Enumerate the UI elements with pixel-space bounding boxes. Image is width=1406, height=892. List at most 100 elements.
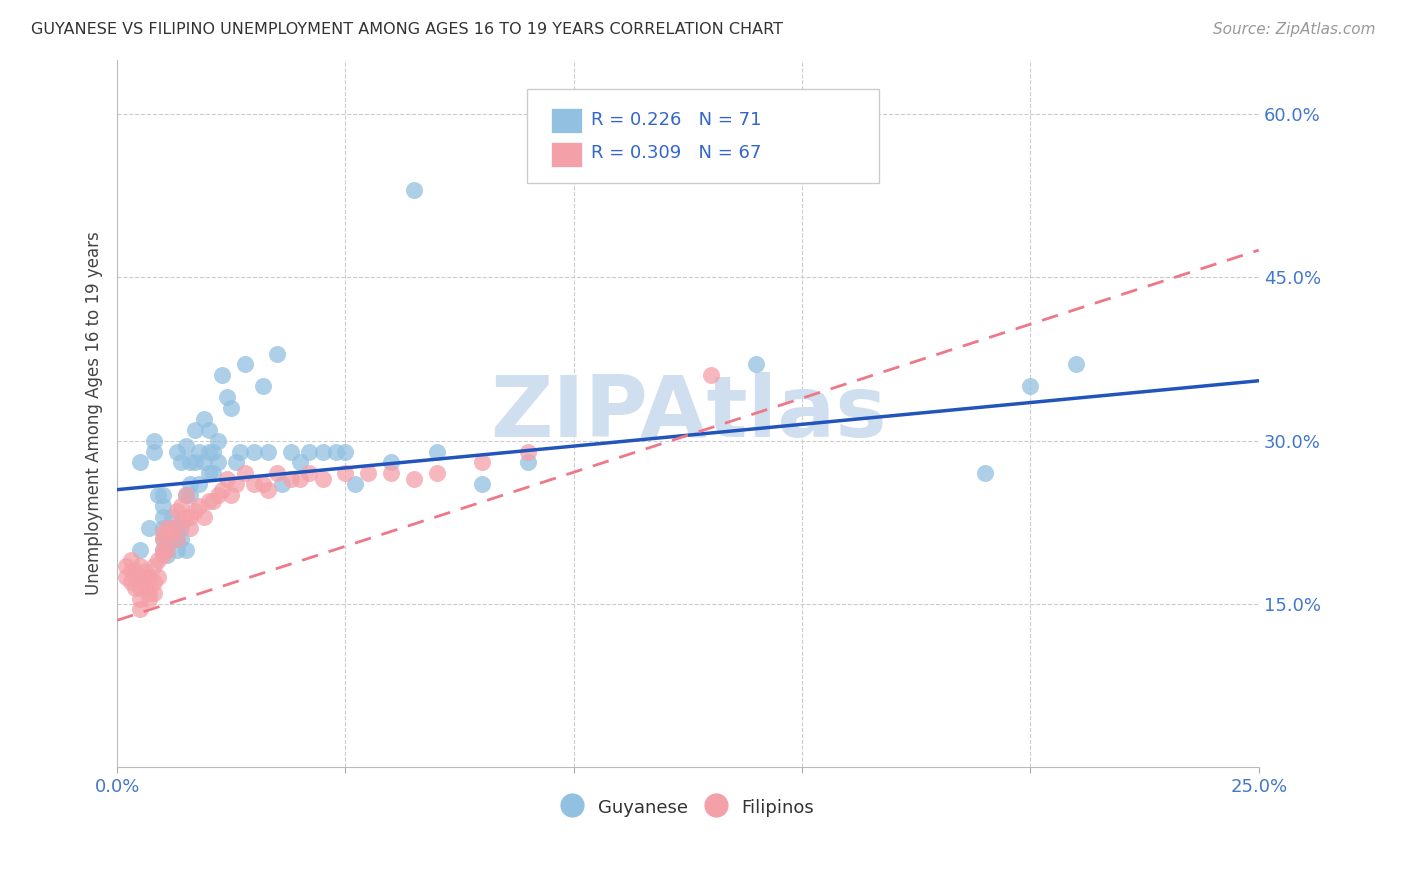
Point [380,455,402,469]
Point [152,532,174,546]
Point [170,516,193,530]
Point [124,564,146,578]
Point [138,521,160,535]
Point [193,455,215,469]
Point [179,455,201,469]
Point [266,346,288,360]
Point [115,558,138,573]
Point [120,553,142,567]
Point [166,504,188,518]
Point [211,483,233,497]
Point [343,477,366,491]
Point [225,477,247,491]
Point [138,586,160,600]
Point [138,570,160,584]
Point [188,477,211,491]
Point [129,570,152,584]
Point [288,455,311,469]
Point [207,434,229,448]
Point [174,542,197,557]
Point [160,521,183,535]
Point [160,532,183,546]
Point [129,591,152,606]
Point [252,379,274,393]
Point [298,467,321,481]
Point [152,548,174,562]
Point [257,483,280,497]
Point [148,570,170,584]
Point [166,532,188,546]
Point [129,602,152,616]
Point [745,358,768,372]
Point [257,444,280,458]
Point [142,558,165,573]
Point [129,455,152,469]
Point [325,444,347,458]
Point [402,183,425,197]
Point [243,477,266,491]
Point [156,521,179,535]
Point [174,488,197,502]
Point [152,542,174,557]
Point [311,472,333,486]
Point [335,467,357,481]
Point [156,548,179,562]
Point [166,521,188,535]
Point [142,575,165,590]
Point [142,434,165,448]
Point [266,467,288,481]
Point [225,455,247,469]
Point [215,472,238,486]
Point [197,493,219,508]
Point [174,488,197,502]
Point [124,581,146,595]
Point [202,444,225,458]
Text: Source: ZipAtlas.com: Source: ZipAtlas.com [1212,22,1375,37]
Point [174,509,197,524]
Point [700,368,723,383]
Point [380,467,402,481]
Point [120,564,142,578]
Point [152,542,174,557]
Point [142,444,165,458]
Point [179,477,201,491]
Point [120,575,142,590]
Point [471,455,494,469]
Point [152,521,174,535]
Point [197,423,219,437]
Point [280,472,302,486]
Point [179,509,201,524]
Point [160,526,183,541]
Point [129,581,152,595]
Text: GUYANESE VS FILIPINO UNEMPLOYMENT AMONG AGES 16 TO 19 YEARS CORRELATION CHART: GUYANESE VS FILIPINO UNEMPLOYMENT AMONG … [31,22,783,37]
Y-axis label: Unemployment Among Ages 16 to 19 years: Unemployment Among Ages 16 to 19 years [86,232,103,595]
Legend: Guyanese, Filipinos: Guyanese, Filipinos [554,789,821,825]
Point [402,472,425,486]
Point [1019,379,1042,393]
Point [124,570,146,584]
Point [207,488,229,502]
Point [170,499,193,513]
Point [1064,358,1087,372]
Point [129,542,152,557]
Point [188,499,211,513]
Point [170,532,193,546]
Point [202,493,225,508]
Point [179,488,201,502]
Point [288,472,311,486]
Point [311,444,333,458]
Point [202,467,225,481]
Point [134,570,156,584]
Point [221,488,243,502]
Text: ZIPAtlas: ZIPAtlas [489,372,886,455]
Point [160,521,183,535]
Point [156,537,179,551]
Point [134,581,156,595]
Point [184,455,207,469]
Point [243,444,266,458]
Point [152,509,174,524]
Point [426,444,449,458]
Point [193,412,215,426]
Point [517,455,540,469]
Point [174,439,197,453]
